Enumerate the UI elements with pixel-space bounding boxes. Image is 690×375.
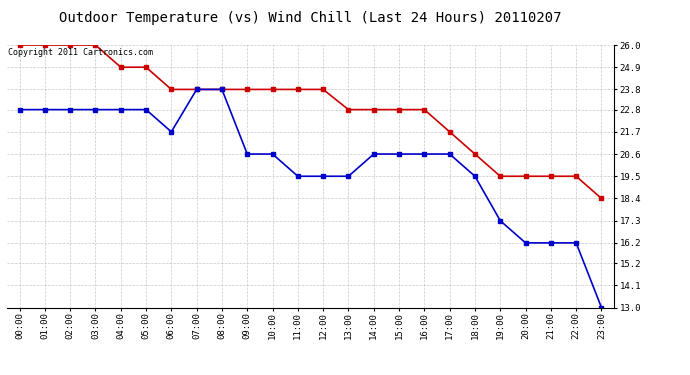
- Text: Copyright 2011 Cartronics.com: Copyright 2011 Cartronics.com: [8, 48, 153, 57]
- Text: Outdoor Temperature (vs) Wind Chill (Last 24 Hours) 20110207: Outdoor Temperature (vs) Wind Chill (Las…: [59, 11, 562, 25]
